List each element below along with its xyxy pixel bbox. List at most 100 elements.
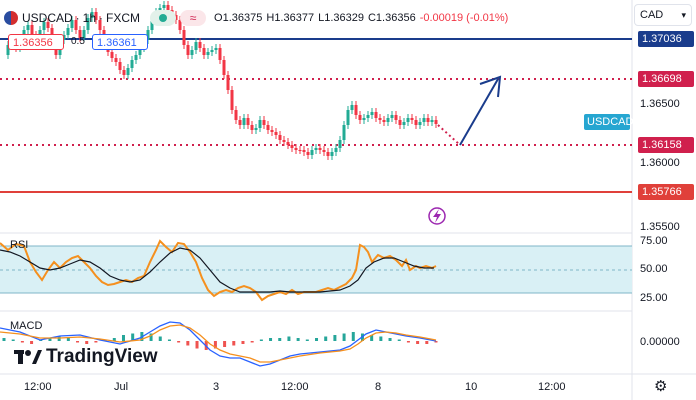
market-status-dot bbox=[150, 10, 177, 26]
low-value: 1.36329 bbox=[324, 12, 364, 24]
macd-bar bbox=[2, 338, 6, 341]
tradingview-logo-icon bbox=[14, 350, 42, 364]
candle-body bbox=[222, 60, 226, 75]
candle-body bbox=[246, 118, 250, 125]
time-label-2: Jul bbox=[114, 381, 129, 393]
time-label-7: 12:00 bbox=[538, 381, 566, 393]
macd-bar bbox=[48, 338, 52, 341]
macd-bar bbox=[158, 336, 162, 341]
lightning-bolt-icon[interactable] bbox=[428, 207, 446, 225]
price-tick-3: 1.35500 bbox=[640, 221, 680, 233]
macd-bar bbox=[76, 341, 80, 343]
candle-body bbox=[202, 48, 206, 55]
brand-name: TradingView bbox=[46, 346, 158, 367]
candle-body bbox=[242, 118, 246, 125]
macd-bar bbox=[232, 341, 236, 346]
gear-icon[interactable]: ⚙ bbox=[654, 378, 668, 395]
currency-selector[interactable]: CAD ▾ bbox=[634, 4, 692, 26]
macd-bar bbox=[259, 339, 263, 341]
candle-body bbox=[198, 42, 202, 48]
time-label-5: 8 bbox=[375, 381, 382, 393]
candle-body bbox=[318, 148, 322, 150]
candle-body bbox=[378, 118, 382, 120]
candle-body bbox=[286, 142, 290, 145]
candle-body bbox=[210, 50, 214, 52]
macd-bar bbox=[241, 341, 245, 344]
macd-line bbox=[0, 321, 437, 367]
macd-bar bbox=[223, 341, 227, 347]
sell-button[interactable]: 1.36356 bbox=[8, 34, 64, 50]
price-level-2: 1.36698 bbox=[638, 71, 694, 87]
candle-body bbox=[282, 140, 286, 142]
rsi-band bbox=[0, 246, 632, 293]
macd-bar bbox=[370, 335, 374, 341]
exchange: FXCM bbox=[106, 11, 141, 25]
rsi-tick-50: 50.00 bbox=[640, 263, 668, 275]
open-value: 1.36375 bbox=[222, 12, 263, 24]
candle-body bbox=[354, 105, 358, 115]
candle-body bbox=[178, 20, 182, 30]
candle-body bbox=[150, 20, 154, 30]
macd-bar bbox=[278, 338, 282, 341]
candle-body bbox=[110, 52, 114, 58]
candle-body bbox=[90, 12, 94, 18]
current-symbol-tag: USDCAD bbox=[584, 114, 633, 130]
candle-body bbox=[398, 120, 402, 125]
candle-body bbox=[374, 112, 378, 118]
candle-body bbox=[54, 45, 58, 55]
candle-body bbox=[62, 35, 66, 40]
candle-body bbox=[162, 5, 166, 8]
rsi-label[interactable]: RSI bbox=[10, 239, 29, 251]
macd-bar bbox=[416, 341, 420, 344]
change-value: -0.00019 (-0.01%) bbox=[419, 12, 509, 24]
candle-body bbox=[382, 120, 386, 122]
candle-body bbox=[86, 18, 90, 30]
candle-body bbox=[118, 62, 122, 70]
macd-bar bbox=[167, 339, 171, 341]
macd-bar bbox=[287, 336, 291, 341]
macd-bar bbox=[149, 333, 153, 341]
candle-body bbox=[258, 120, 262, 128]
candle-body bbox=[30, 25, 34, 35]
symbol-name[interactable]: USDCAD bbox=[22, 11, 73, 25]
candle-body bbox=[186, 45, 190, 55]
macd-bar bbox=[397, 339, 401, 341]
high-label: H bbox=[266, 12, 275, 24]
candle-body bbox=[134, 55, 138, 60]
candle-body bbox=[226, 75, 230, 90]
macd-bar bbox=[305, 339, 309, 341]
macd-signal-line bbox=[0, 324, 437, 363]
candle-body bbox=[114, 58, 118, 62]
indicator-wave-icon[interactable]: ≈ bbox=[180, 10, 207, 26]
projection-arrow-line bbox=[459, 78, 499, 146]
candle-body bbox=[410, 118, 414, 120]
macd-bar bbox=[131, 333, 135, 341]
macd-bar bbox=[66, 338, 70, 341]
price-tick-1: 1.36500 bbox=[640, 98, 680, 110]
candle-body bbox=[70, 20, 74, 28]
price-level-1: 1.37036 bbox=[638, 31, 694, 47]
macd-bar bbox=[20, 341, 24, 343]
candle-body bbox=[6, 45, 10, 55]
macd-bar bbox=[186, 341, 190, 346]
candle-body bbox=[262, 120, 266, 125]
candle-body bbox=[138, 48, 142, 55]
candle-body bbox=[230, 90, 234, 110]
candle-body bbox=[74, 20, 78, 30]
time-label-4: 12:00 bbox=[281, 381, 309, 393]
interval[interactable]: 1h bbox=[82, 11, 97, 25]
candle-body bbox=[330, 152, 334, 156]
candle-body bbox=[422, 118, 426, 122]
price-level-3: 1.36158 bbox=[638, 137, 694, 153]
macd-label[interactable]: MACD bbox=[10, 320, 43, 332]
candle-body bbox=[390, 115, 394, 118]
candle-body bbox=[362, 118, 366, 120]
macd-bar bbox=[406, 341, 410, 343]
candle-body bbox=[278, 135, 282, 140]
buy-button[interactable]: 1.36361 bbox=[92, 34, 148, 50]
candle-body bbox=[234, 110, 238, 120]
candle-body bbox=[342, 125, 346, 140]
macd-bar bbox=[57, 336, 61, 341]
macd-bar bbox=[177, 341, 181, 343]
